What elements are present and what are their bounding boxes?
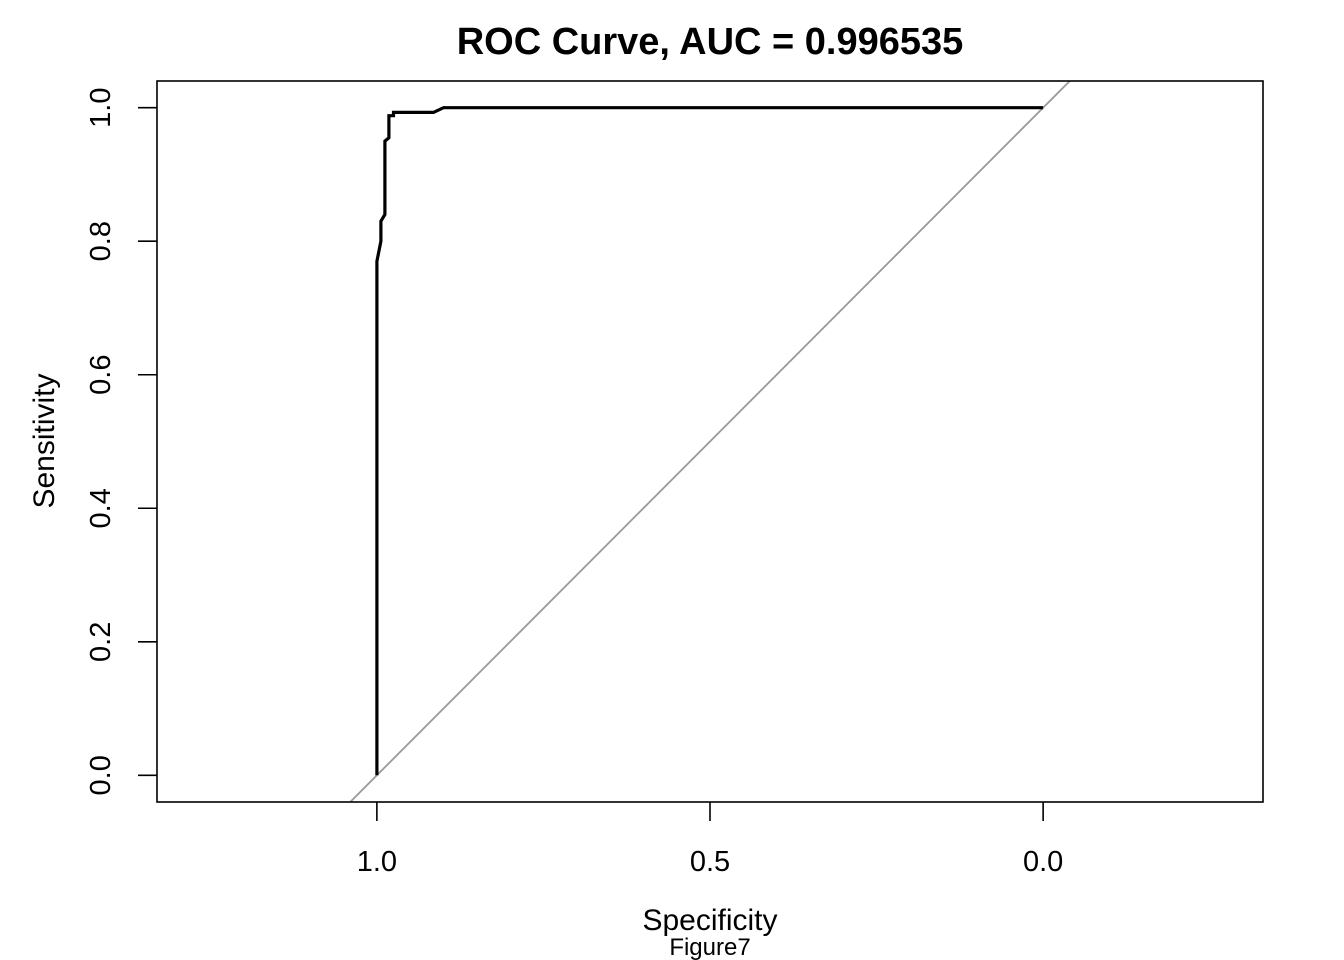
y-tick-label: 0.6 [85,355,117,395]
y-axis-label: Sensitivity [28,373,61,508]
y-tick-label: 1.0 [85,88,117,128]
y-tick-label: 0.2 [85,622,117,662]
y-tick-label: 0.8 [85,221,117,261]
chart-title: ROC Curve, AUC = 0.996535 [457,21,964,63]
figure-caption: Figure7 [669,934,750,960]
plot-area [348,81,1072,802]
x-tick-label: 1.0 [357,846,397,878]
x-axis-label: Specificity [642,904,777,937]
x-axis: 1.0 0.5 0.0 [357,802,1063,878]
y-axis: 0.0 0.2 0.4 0.6 0.8 1.0 [85,88,157,795]
y-tick-label: 0.4 [85,488,117,528]
x-tick-label: 0.0 [1023,846,1063,878]
x-tick-label: 0.5 [690,846,730,878]
y-tick-label: 0.0 [85,755,117,795]
roc-series-line [375,106,1044,776]
reference-diagonal-line [348,81,1072,802]
